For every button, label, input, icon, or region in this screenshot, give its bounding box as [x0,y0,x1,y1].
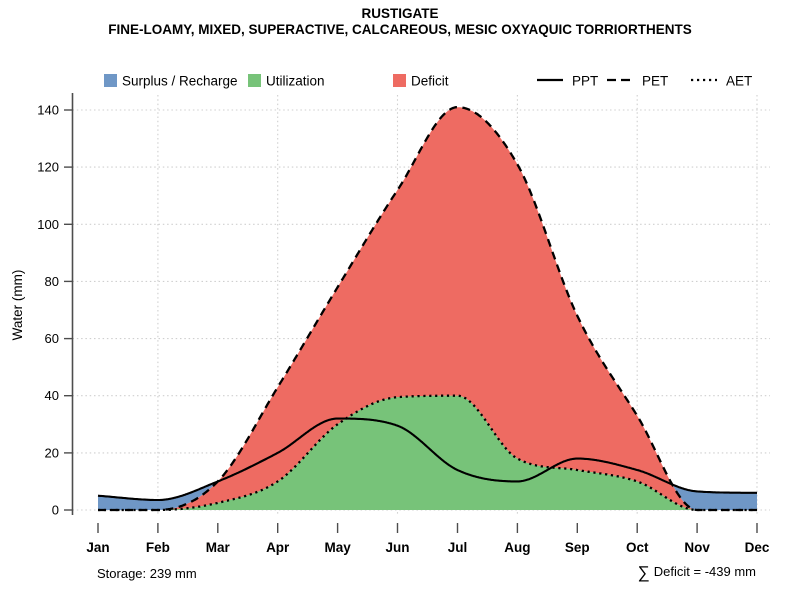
y-axis: 0 20 40 60 80 100 120 140 Water (mm) [10,93,74,518]
month-label: Oct [626,540,649,555]
legend-swatch-surplus [104,74,117,87]
month-label: Aug [504,540,530,555]
wb-areas [98,107,757,510]
legend-label-deficit: Deficit [411,74,449,89]
y-tick-label: 100 [37,217,59,232]
legend-label-utilization: Utilization [266,74,325,89]
y-tick-label: 120 [37,160,59,175]
deficit-annotation-text: Deficit = -439 mm [653,564,756,579]
y-tick-label: 0 [52,503,59,518]
ppt-line [97,417,758,502]
pet-line [98,106,757,512]
utilization-area [98,395,757,510]
month-label: Apr [266,540,290,555]
legend-label-aet: AET [726,74,752,89]
storage-annotation: Storage: 239 mm [97,566,197,581]
chart-title: RUSTIGATE [361,6,439,21]
month-label: Sep [565,540,590,555]
y-tick-label: 40 [45,388,59,403]
month-label: Mar [206,540,231,555]
sigma-symbol: ∑ [637,563,650,582]
month-label: Jun [385,540,409,555]
month-label: Jul [448,540,468,555]
y-tick-label: 140 [37,103,59,118]
deficit-area [98,107,757,510]
month-label: Feb [146,540,170,555]
series-lines [97,106,758,512]
legend-swatch-deficit [393,74,406,87]
y-tick-label: 60 [45,331,59,346]
legend-swatch-utilization [248,74,261,87]
y-axis-title: Water (mm) [10,270,25,341]
surplus-area [673,484,757,510]
surplus-area [98,481,217,510]
month-label: Nov [684,540,710,555]
y-tick-label: 20 [45,445,59,460]
chart-legend: Surplus / Recharge Utilization Deficit PPT P… [104,74,752,89]
month-label: Jan [86,540,109,555]
legend-label-ppt: PPT [572,74,598,89]
y-tick-label: 80 [45,274,59,289]
legend-label-pet: PET [642,74,668,89]
x-axis: Jan Feb Mar Apr May Jun Jul Aug Sep Oct Nov Dec [86,523,770,555]
legend-label-surplus: Surplus / Recharge [122,74,238,89]
month-label: Dec [745,540,770,555]
deficit-annotation: ∑ Deficit = -439 mm [638,563,756,583]
chart-subtitle: FINE-LOAMY, MIXED, SUPERACTIVE, CALCAREO… [108,22,692,37]
month-label: May [324,540,351,555]
